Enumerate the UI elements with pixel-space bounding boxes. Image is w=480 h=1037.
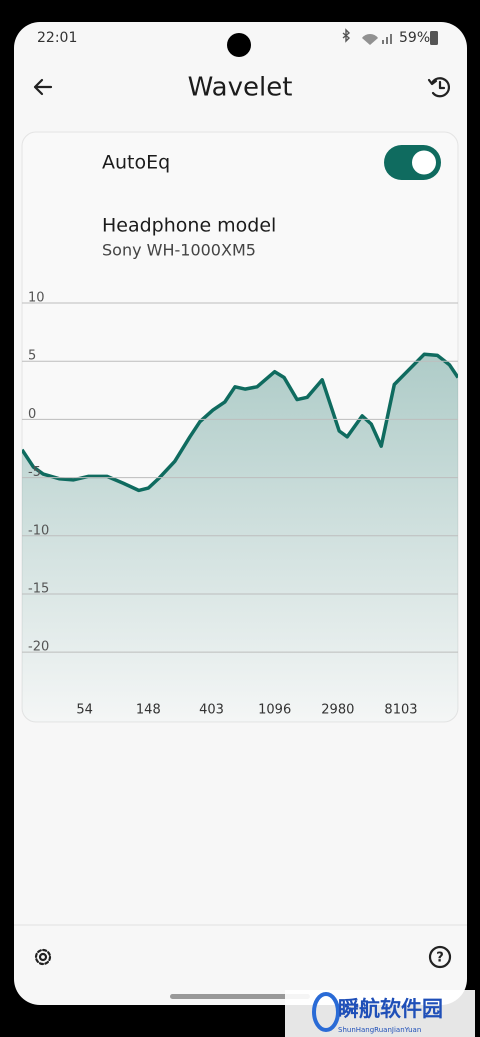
eq-curve [22,352,458,493]
x-tick-label: 148 [136,703,161,718]
toggle-thumb [412,150,436,175]
y-tick-label: -10 [28,523,49,538]
headphone-model[interactable]: Sony WH-1000XM5 [102,241,256,260]
settings-button[interactable] [34,948,52,966]
autoeq-toggle[interactable] [384,145,441,180]
y-tick-label: 10 [28,291,45,306]
area-fill [22,354,458,722]
app-title: Wavelet [188,73,293,103]
camera [227,33,251,57]
status-time: 22:01 [37,30,77,46]
y-tick-label: -20 [28,640,49,655]
autoeq-label: AutoEq [102,152,170,174]
x-tick-label: 2980 [321,703,354,718]
watermark-pinyin: ShunHangRuanJianYuan [338,1026,421,1034]
eq-chart: 10 5 0 -5 -10 -15 -20 54 148 403 1096 2980 8103 [22,291,458,722]
history-button[interactable] [427,77,451,98]
x-tick-label: 403 [199,703,224,718]
y-tick-label: -5 [28,465,41,480]
x-tick-label: 54 [76,703,93,718]
battery-icon [430,31,438,45]
svg-text:?: ? [436,951,444,966]
x-tick-label: 8103 [384,703,417,718]
watermark: 瞬航软件园 ShunHangRuanJianYuan [285,990,475,1037]
y-tick-label: 0 [28,407,36,422]
back-button[interactable] [33,78,53,96]
status-battery: 59% [399,30,430,46]
headphone-label: Headphone model [102,215,276,237]
home-indicator [170,994,310,999]
status-icons [342,28,392,45]
x-tick-label: 1096 [258,703,291,718]
help-button[interactable]: ? [428,945,452,969]
y-tick-label: 5 [28,349,36,364]
watermark-name: 瞬航软件园 [338,997,443,1021]
y-tick-label: -15 [28,581,49,596]
